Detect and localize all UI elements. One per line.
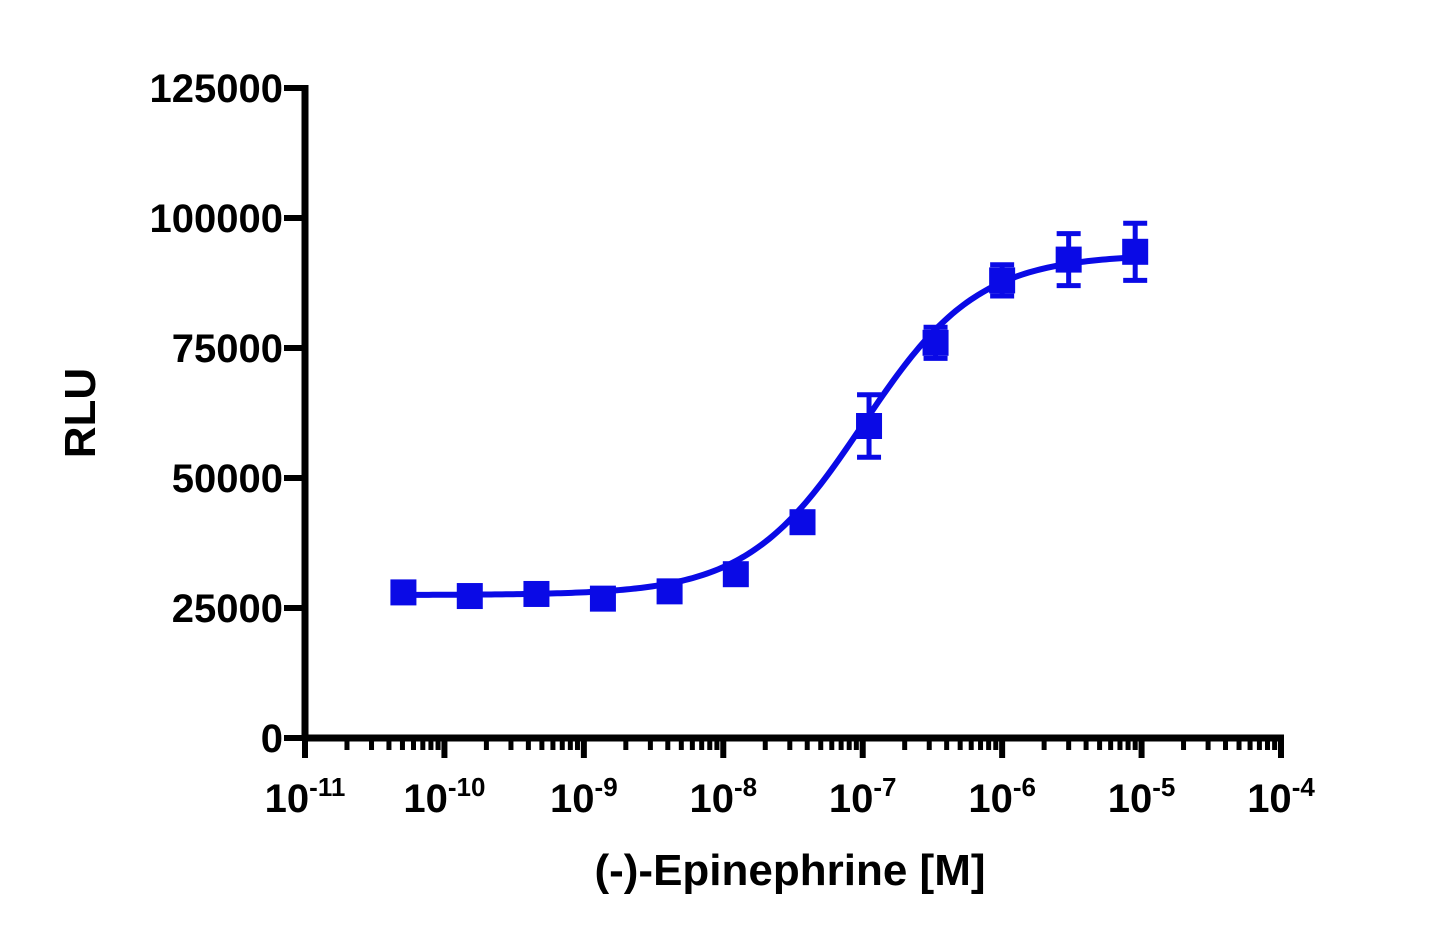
data-markers	[390, 238, 1149, 612]
x-tick-label: 10-10	[403, 772, 485, 821]
x-ticks: 10-11 10-10 10-9 10-8 10-7 10-6 10-5 10-4	[265, 738, 1315, 821]
data-point	[589, 585, 616, 612]
y-tick-label: 75000	[172, 327, 283, 371]
x-tick-label: 10-8	[689, 772, 757, 821]
y-tick-label: 25000	[172, 587, 283, 631]
data-point	[856, 413, 883, 439]
y-tick-label: 100000	[150, 197, 283, 241]
data-point	[722, 561, 749, 588]
data-point	[989, 267, 1016, 294]
data-point	[390, 579, 417, 606]
x-minor-ticks	[344, 738, 1278, 750]
data-point	[523, 580, 550, 607]
data-point	[922, 329, 949, 356]
x-tick-label: 10-4	[1247, 772, 1315, 821]
data-point	[656, 578, 683, 605]
data-point	[1055, 246, 1082, 273]
error-bars	[391, 220, 1148, 605]
data-point	[456, 583, 483, 610]
x-axis-title: (-)-Epinephrine [M]	[594, 846, 985, 895]
axes	[301, 85, 1284, 742]
x-tick-label: 10-11	[265, 772, 346, 821]
y-ticks: 0 25000 50000 75000 100000 125000	[150, 67, 305, 761]
x-tick-label: 10-7	[829, 772, 897, 821]
y-tick-label: 50000	[172, 457, 283, 501]
data-point	[1122, 238, 1149, 265]
x-tick-label: 10-6	[968, 772, 1036, 821]
y-axis-title: RLU	[56, 368, 105, 458]
y-tick-label: 0	[261, 717, 283, 761]
x-tick-label: 10-9	[550, 772, 618, 821]
data-point	[789, 509, 816, 536]
fit-curve	[403, 254, 1136, 598]
y-tick-label: 125000	[150, 67, 283, 111]
x-tick-label: 10-5	[1108, 772, 1176, 821]
